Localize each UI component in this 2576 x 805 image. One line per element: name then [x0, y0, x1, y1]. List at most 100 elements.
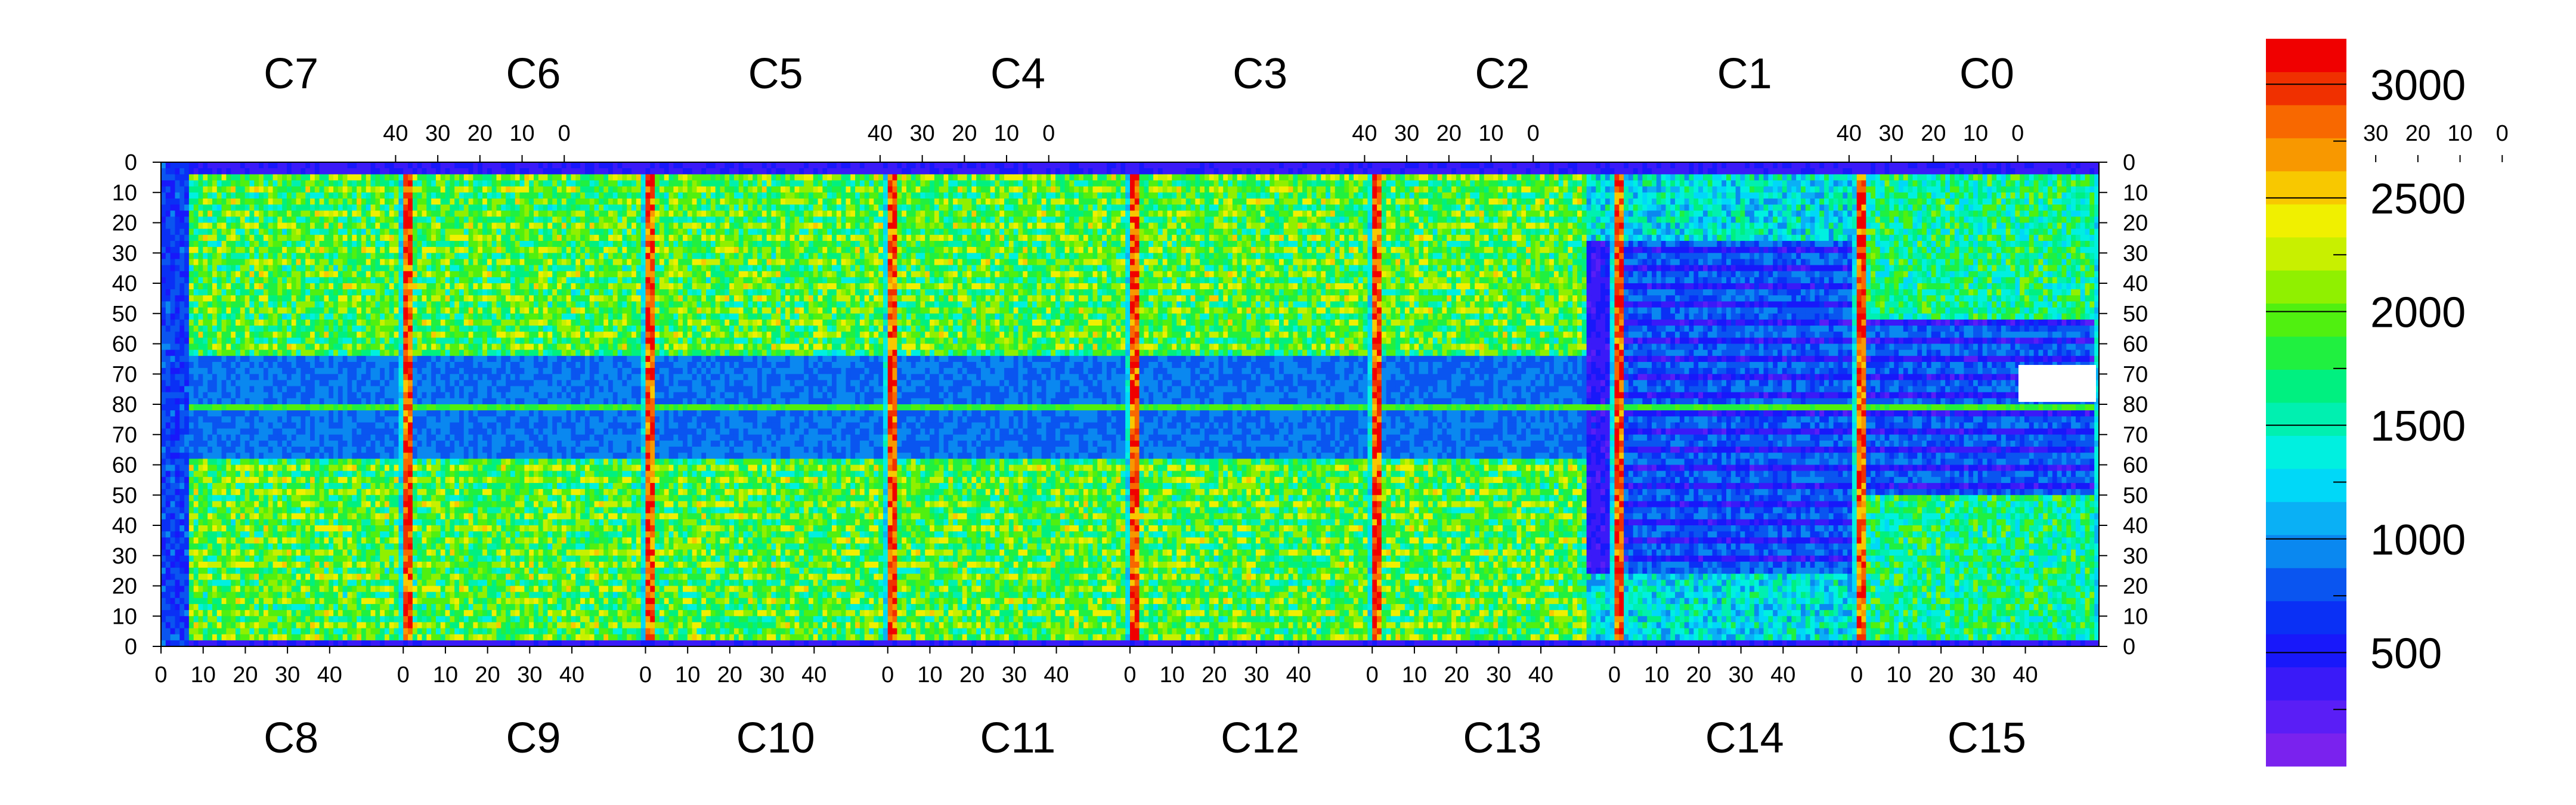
hitmap-cell-c0: [380, 253, 385, 259]
hitmap-cell-c0: [366, 205, 371, 211]
hitmap-cell-c0: [199, 435, 203, 441]
hitmap-cell-c1: [408, 356, 413, 363]
hitmap-cell-c0: [161, 416, 166, 423]
hitmap-cell-c1: [422, 398, 427, 405]
hitmap-cell-c0: [371, 247, 376, 253]
hitmap-cell-c0: [264, 501, 268, 507]
hitmap-cell-c0: [348, 326, 352, 332]
hitmap-cell-c0: [264, 374, 268, 380]
hitmap-cell-c0: [203, 374, 208, 380]
hitmap-cell-c0: [394, 374, 399, 380]
hitmap-cell-c0: [203, 453, 208, 459]
hitmap-cell-c0: [385, 295, 389, 302]
hitmap-cell-c0: [175, 193, 179, 199]
hitmap-cell-c0: [245, 338, 250, 344]
hitmap-cell-c0: [226, 199, 231, 205]
hitmap-cell-c0: [348, 216, 352, 223]
hitmap-cell-c0: [259, 392, 264, 399]
hitmap-cell-c1: [403, 610, 408, 617]
hitmap-cell-c0: [305, 519, 310, 526]
hitmap-cell-c0: [287, 465, 292, 472]
hitmap-cell-c0: [240, 344, 245, 351]
hitmap-cell-c0: [264, 180, 268, 187]
hitmap-cell-c0: [236, 174, 240, 181]
hitmap-cell-c0: [282, 326, 287, 332]
hitmap-cell-c0: [171, 265, 175, 272]
hitmap-cell-c1: [417, 465, 422, 472]
hitmap-cell-c0: [203, 477, 208, 484]
hitmap-cell-c0: [268, 610, 273, 617]
hitmap-cell-c0: [175, 640, 179, 647]
hitmap-cell-c0: [161, 422, 166, 429]
hitmap-cell-c0: [338, 320, 343, 326]
hitmap-cell-c0: [268, 495, 273, 501]
hitmap-cell-c0: [329, 168, 333, 175]
hitmap-cell-c0: [273, 441, 278, 447]
hitmap-cell-c0: [254, 308, 259, 314]
hitmap-cell-c0: [315, 308, 320, 314]
hitmap-cell-c0: [296, 265, 301, 272]
hitmap-cell-c0: [166, 556, 171, 562]
hitmap-cell-c0: [361, 283, 366, 290]
hitmap-cell-c0: [194, 180, 199, 187]
hitmap-cell-c0: [333, 332, 338, 338]
hitmap-cell-c1: [408, 380, 413, 386]
hitmap-cell-c0: [175, 441, 179, 447]
hitmap-cell-c0: [292, 616, 296, 623]
hitmap-cell-c0: [375, 586, 380, 593]
hitmap-cell-c0: [259, 253, 264, 259]
hitmap-cell-c0: [277, 216, 282, 223]
hitmap-cell-c0: [380, 634, 385, 641]
hitmap-cell-c0: [236, 568, 240, 574]
hitmap-cell-c0: [352, 216, 357, 223]
hitmap-cell-c0: [171, 447, 175, 453]
hitmap-cell-c0: [394, 459, 399, 465]
hitmap-cell-c0: [394, 368, 399, 374]
hitmap-cell-c0: [305, 193, 310, 199]
hitmap-cell-c0: [287, 628, 292, 635]
hitmap-cell-c0: [166, 308, 171, 314]
hitmap-cell-c0: [226, 429, 231, 435]
hitmap-cell-c1: [408, 422, 413, 429]
hitmap-cell-c0: [348, 205, 352, 211]
hitmap-cell-c1: [417, 229, 422, 236]
hitmap-cell-c0: [348, 574, 352, 580]
hitmap-cell-c0: [375, 301, 380, 308]
hitmap-cell-c0: [212, 435, 217, 441]
hitmap-cell-c0: [171, 301, 175, 308]
hitmap-cell-c0: [231, 338, 236, 344]
hitmap-cell-c0: [171, 362, 175, 369]
hitmap-cell-c0: [375, 392, 380, 399]
hitmap-cell-c0: [273, 392, 278, 399]
hitmap-cell-c0: [208, 628, 212, 635]
hitmap-cell-c0: [277, 338, 282, 344]
hitmap-cell-c0: [305, 477, 310, 484]
hitmap-cell-c0: [287, 162, 292, 169]
hitmap-cell-c0: [203, 199, 208, 205]
hitmap-cell-c0: [305, 295, 310, 302]
hitmap-cell-c0: [273, 598, 278, 605]
hitmap-cell-c0: [333, 465, 338, 472]
hitmap-cell-c0: [226, 410, 231, 417]
hitmap-cell-c0: [161, 459, 166, 465]
hitmap-cell-c0: [259, 592, 264, 599]
hitmap-cell-c1: [422, 356, 427, 363]
hitmap-cell-c1: [403, 168, 408, 175]
hitmap-cell-c0: [380, 562, 385, 568]
hitmap-cell-c0: [249, 199, 254, 205]
hitmap-cell-c0: [222, 616, 227, 623]
hitmap-cell-c0: [310, 586, 315, 593]
hitmap-cell-c0: [315, 265, 320, 272]
hitmap-cell-c0: [296, 416, 301, 423]
hitmap-cell-c0: [236, 489, 240, 496]
hitmap-cell-c0: [287, 568, 292, 574]
hitmap-cell-c0: [324, 410, 329, 417]
hitmap-cell-c0: [226, 193, 231, 199]
hitmap-cell-c0: [240, 592, 245, 599]
hitmap-cell-c0: [179, 562, 184, 568]
hitmap-cell-c0: [236, 253, 240, 259]
hitmap-cell-c0: [249, 459, 254, 465]
hitmap-cell-c0: [333, 592, 338, 599]
hitmap-cell-c0: [245, 441, 250, 447]
hitmap-cell-c0: [171, 465, 175, 472]
